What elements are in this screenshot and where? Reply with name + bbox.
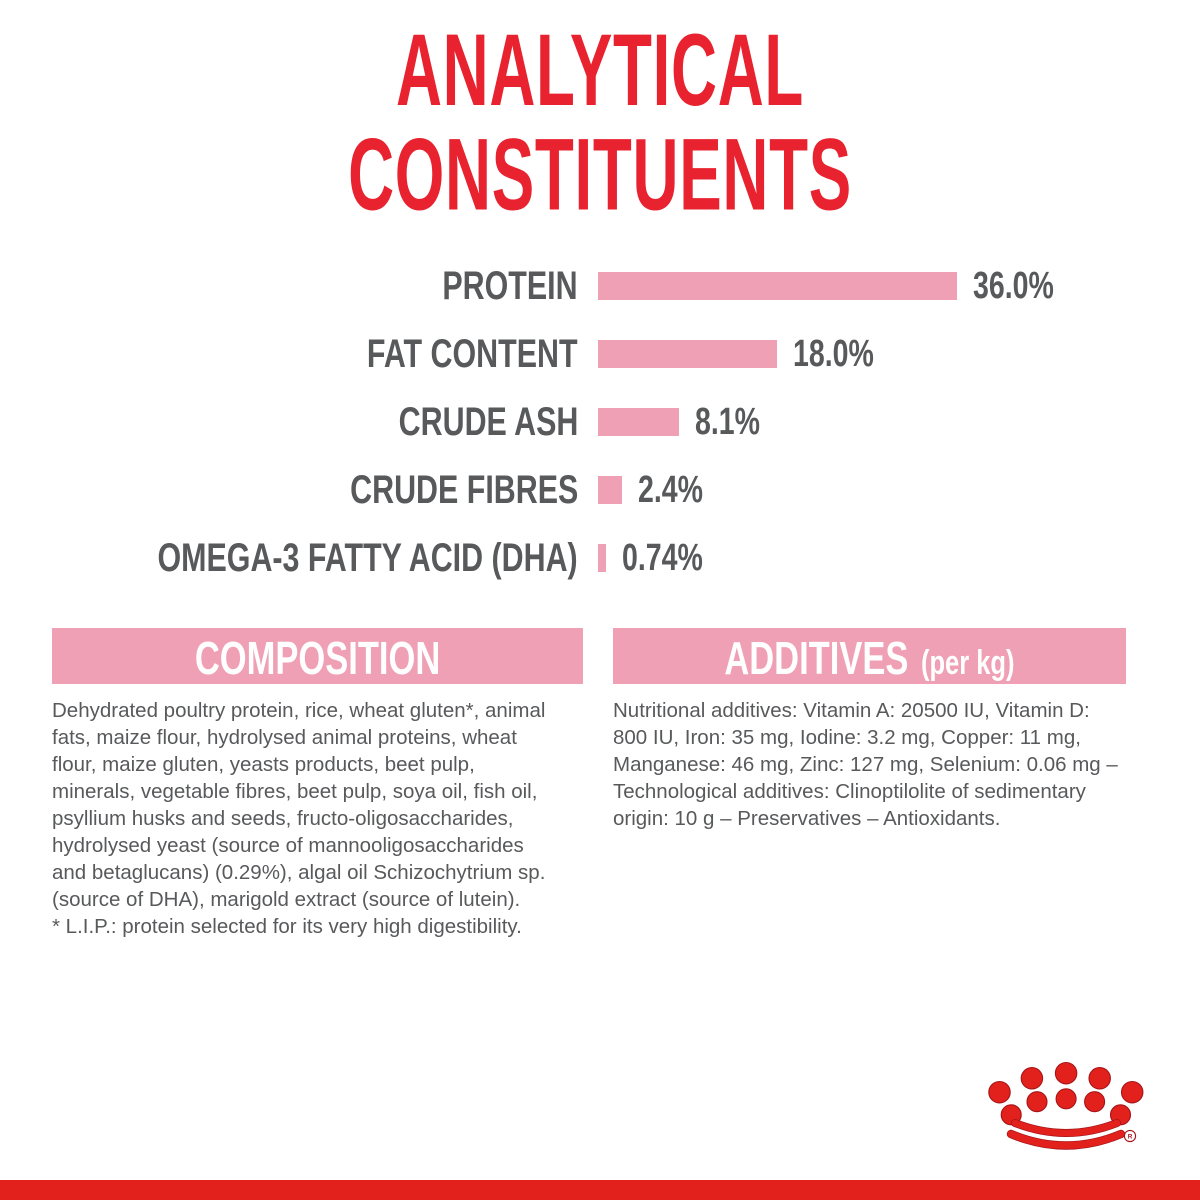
svg-text:R: R <box>1128 1133 1133 1140</box>
